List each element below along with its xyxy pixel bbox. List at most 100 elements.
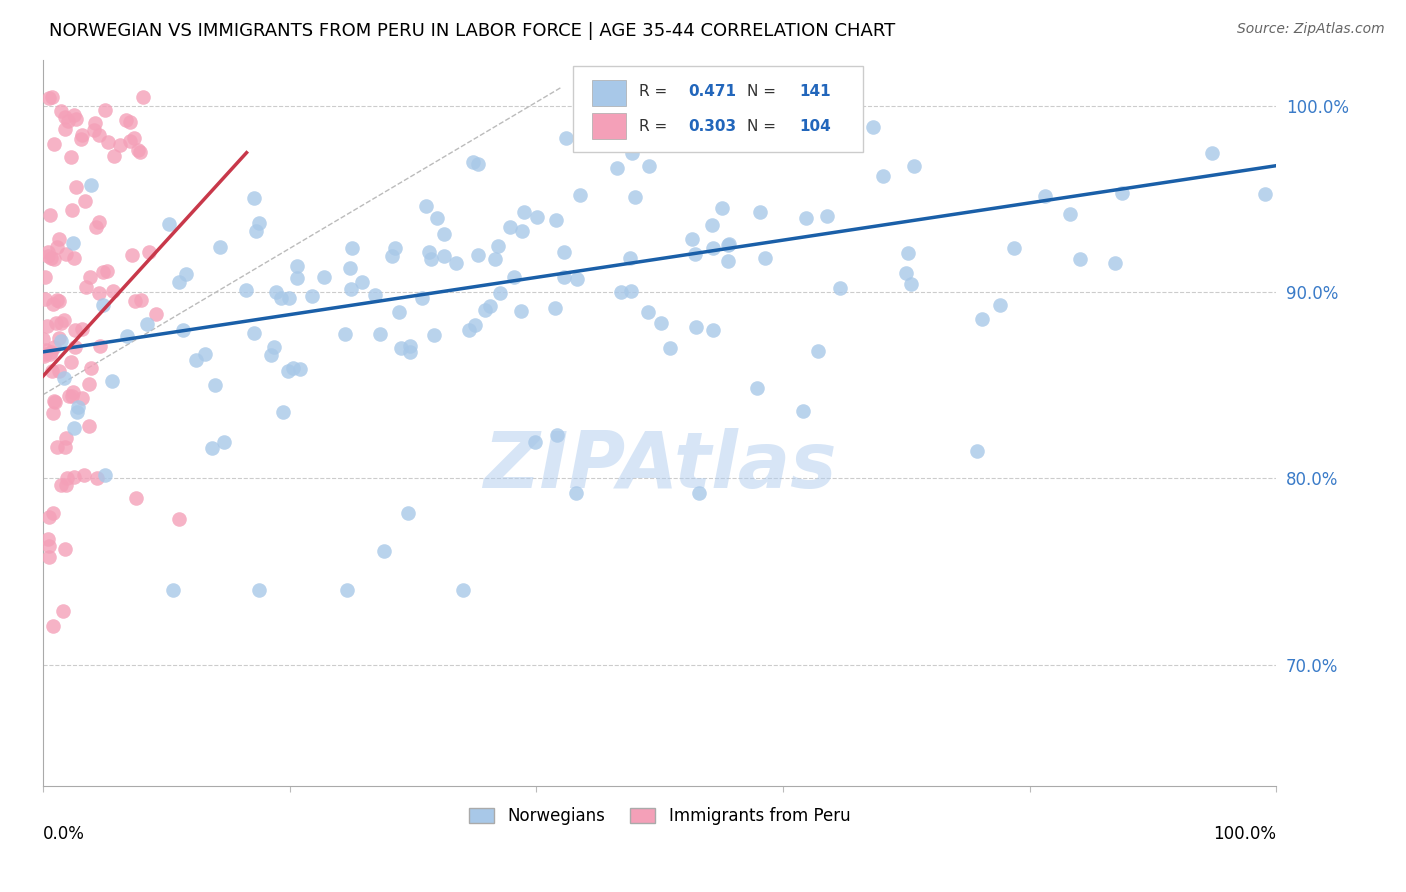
Immigrants from Peru — [138, 245, 160, 260]
Immigrants from Peru — [49, 104, 72, 119]
Norwegians — [1201, 146, 1223, 161]
Immigrants from Peru — [48, 293, 70, 308]
Immigrants from Peru — [42, 619, 65, 633]
Immigrants from Peru — [45, 293, 67, 308]
Immigrants from Peru — [55, 247, 77, 261]
Norwegians — [62, 421, 84, 435]
Immigrants from Peru — [125, 491, 148, 505]
Text: 141: 141 — [799, 84, 831, 99]
Immigrants from Peru — [87, 128, 110, 142]
Norwegians — [411, 291, 433, 305]
Immigrants from Peru — [122, 131, 145, 145]
Norwegians — [717, 253, 740, 268]
Norwegians — [862, 120, 884, 135]
Immigrants from Peru — [45, 240, 67, 254]
Norwegians — [418, 244, 440, 259]
FancyBboxPatch shape — [574, 66, 863, 152]
Norwegians — [364, 288, 387, 302]
Norwegians — [896, 266, 918, 280]
Norwegians — [136, 318, 159, 332]
Text: 0.303: 0.303 — [688, 119, 737, 134]
Norwegians — [484, 252, 506, 267]
Norwegians — [235, 284, 257, 298]
Norwegians — [419, 252, 441, 266]
Norwegians — [247, 216, 270, 230]
Norwegians — [80, 178, 103, 193]
Norwegians — [174, 267, 197, 281]
Immigrants from Peru — [38, 509, 60, 524]
Immigrants from Peru — [87, 214, 110, 228]
Norwegians — [1033, 188, 1056, 202]
Norwegians — [271, 405, 294, 419]
Immigrants from Peru — [41, 363, 63, 377]
Norwegians — [568, 187, 591, 202]
Norwegians — [201, 441, 224, 455]
Immigrants from Peru — [169, 512, 191, 526]
Norwegians — [486, 239, 509, 253]
Immigrants from Peru — [42, 406, 65, 420]
Norwegians — [526, 210, 548, 224]
Immigrants from Peru — [77, 418, 100, 433]
Norwegians — [637, 305, 659, 319]
Norwegians — [565, 485, 588, 500]
Immigrants from Peru — [108, 138, 131, 153]
Norwegians — [243, 191, 266, 205]
Norwegians — [423, 328, 446, 343]
Norwegians — [668, 101, 690, 115]
Bar — [592, 113, 626, 139]
Immigrants from Peru — [38, 540, 60, 554]
Norwegians — [553, 244, 575, 259]
Immigrants from Peru — [53, 122, 76, 136]
Text: R =: R = — [638, 84, 672, 99]
Norwegians — [624, 190, 647, 204]
Norwegians — [478, 299, 501, 313]
Immigrants from Peru — [60, 202, 83, 217]
Norwegians — [263, 340, 285, 354]
Immigrants from Peru — [97, 135, 120, 149]
Norwegians — [896, 246, 918, 260]
Norwegians — [247, 583, 270, 598]
Immigrants from Peru — [80, 360, 103, 375]
Immigrants from Peru — [70, 132, 93, 146]
Norwegians — [523, 435, 546, 450]
Norwegians — [281, 361, 304, 376]
Norwegians — [794, 211, 817, 225]
Norwegians — [384, 242, 406, 256]
Norwegians — [451, 583, 474, 598]
Text: ZIPAtlas: ZIPAtlas — [482, 428, 837, 504]
Immigrants from Peru — [62, 384, 84, 399]
Immigrants from Peru — [73, 467, 96, 482]
Norwegians — [312, 269, 335, 284]
Text: 0.0%: 0.0% — [44, 825, 84, 844]
Immigrants from Peru — [53, 542, 76, 557]
Immigrants from Peru — [38, 347, 60, 361]
Immigrants from Peru — [96, 264, 118, 278]
Immigrants from Peru — [37, 244, 59, 259]
Norwegians — [91, 298, 114, 312]
Legend: Norwegians, Immigrants from Peru: Norwegians, Immigrants from Peru — [463, 800, 856, 831]
Norwegians — [167, 275, 190, 289]
Norwegians — [1069, 252, 1091, 266]
Norwegians — [970, 312, 993, 326]
Norwegians — [49, 334, 72, 348]
Immigrants from Peru — [49, 316, 72, 330]
Immigrants from Peru — [39, 344, 62, 359]
Immigrants from Peru — [84, 115, 107, 129]
Norwegians — [510, 224, 533, 238]
Immigrants from Peru — [35, 343, 58, 358]
Norwegians — [396, 506, 419, 520]
Norwegians — [301, 289, 323, 303]
Immigrants from Peru — [65, 112, 87, 127]
Norwegians — [688, 485, 710, 500]
Norwegians — [464, 318, 486, 333]
Norwegians — [381, 250, 404, 264]
Norwegians — [389, 341, 412, 355]
Norwegians — [264, 285, 287, 300]
Norwegians — [554, 130, 576, 145]
Norwegians — [259, 348, 281, 362]
Immigrants from Peru — [115, 112, 138, 127]
Immigrants from Peru — [41, 506, 63, 520]
Norwegians — [467, 248, 489, 262]
Immigrants from Peru — [77, 377, 100, 392]
Norwegians — [288, 361, 311, 376]
